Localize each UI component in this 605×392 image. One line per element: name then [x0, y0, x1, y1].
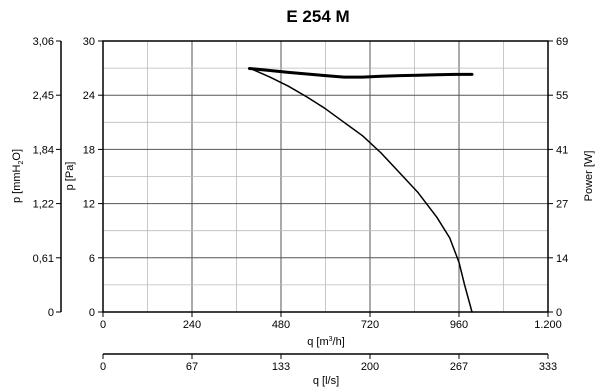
power-tick-label: 0 [556, 307, 562, 319]
y-far-left-tick-label: 1,84 [33, 144, 54, 156]
power-tick-label: 27 [556, 199, 568, 211]
x-tick-label: 480 [272, 319, 290, 331]
y-tick-label: 24 [83, 90, 95, 102]
pressure-curve [248, 67, 473, 313]
power-curve [248, 67, 474, 79]
chart-title: E 254 M [286, 7, 349, 26]
y-tick-label: 0 [89, 307, 95, 319]
y-far-left-tick-label: 1,22 [33, 199, 54, 211]
plot-frame [102, 40, 549, 313]
power-tick-label: 41 [556, 144, 568, 156]
y-tick-label: 18 [83, 144, 95, 156]
x2-tick-label: 0 [100, 361, 106, 373]
y-tick-label: 30 [83, 36, 95, 48]
x-axis-label: q [m3/h] [307, 336, 345, 348]
y-tick-label: 12 [83, 199, 95, 211]
x2-tick-label: 67 [186, 361, 198, 373]
power-tick-label: 55 [556, 90, 568, 102]
y-far-left-tick-label: 2,45 [33, 90, 54, 102]
x-tick-label: 1.200 [534, 319, 562, 331]
curves [248, 67, 474, 313]
power-tick-label: 14 [556, 253, 568, 265]
y-tick-label: 6 [89, 253, 95, 265]
x2-tick-label: 200 [361, 361, 379, 373]
y-far-left-tick-label: 0 [48, 307, 54, 319]
power-tick-label: 69 [556, 36, 568, 48]
y-axis-label: p [Pa] [64, 162, 76, 191]
x2-tick-label: 267 [450, 361, 468, 373]
x-tick-label: 960 [450, 319, 468, 331]
x2-tick-label: 133 [272, 361, 290, 373]
x2-axis-label: q [l/s] [313, 375, 339, 387]
y-far-left-tick-label: 3,06 [33, 36, 54, 48]
y-far-left-tick-label: 0,61 [33, 253, 54, 265]
x-tick-label: 0 [100, 319, 106, 331]
x-tick-label: 240 [183, 319, 201, 331]
y-far-left-axis-label: p [mmH2O] [11, 149, 25, 203]
plot-grid [103, 41, 548, 312]
x2-tick-label: 333 [539, 361, 557, 373]
x-tick-label: 720 [361, 319, 379, 331]
power-axis-label: Power [W] [583, 151, 595, 202]
